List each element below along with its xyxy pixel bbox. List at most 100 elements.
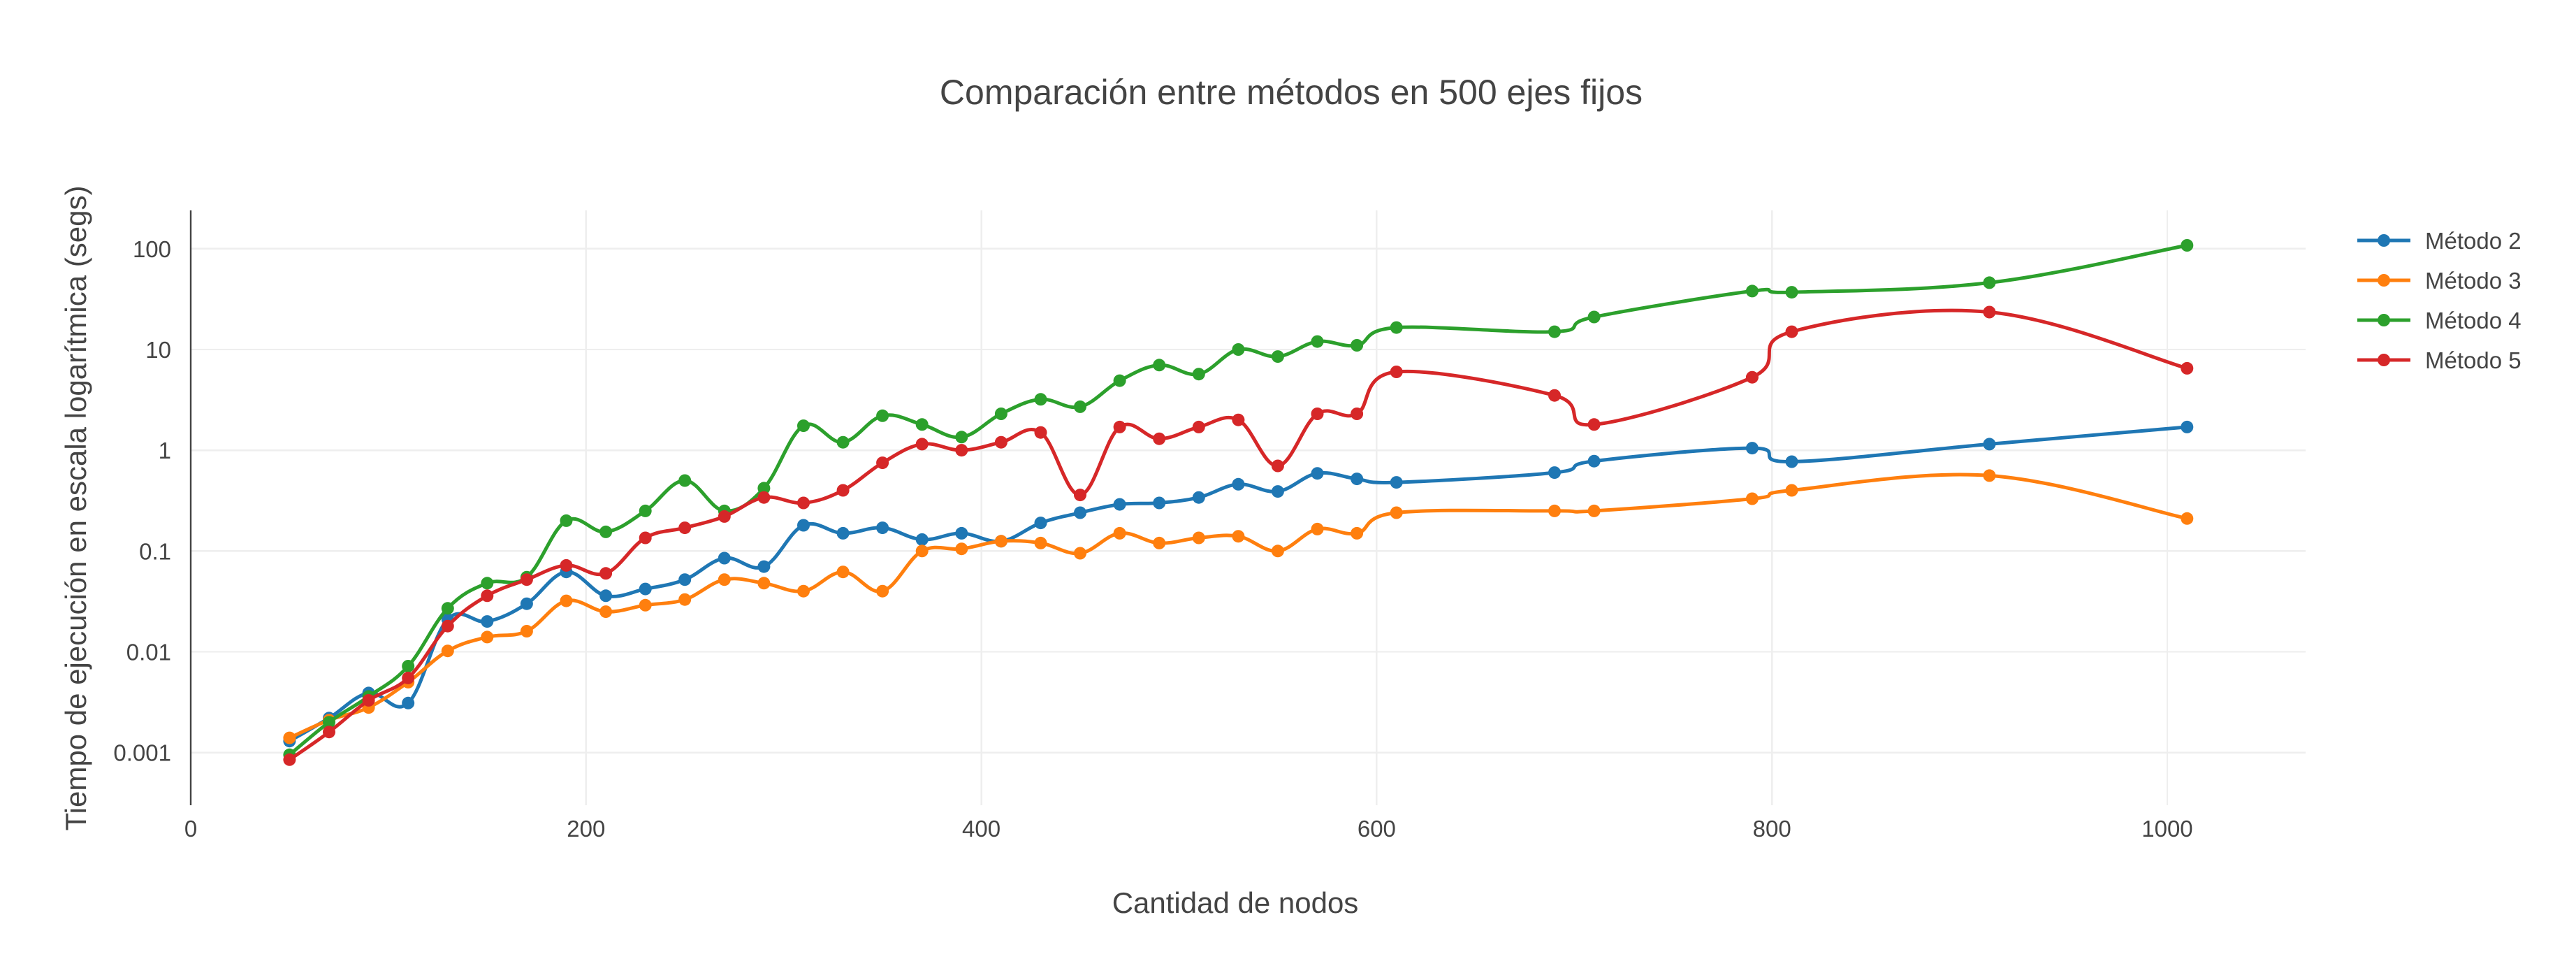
x-tick-label: 400 xyxy=(962,816,1000,842)
x-tick-label: 800 xyxy=(1753,816,1791,842)
data-point xyxy=(1153,496,1166,510)
data-point xyxy=(1192,491,1205,504)
data-point xyxy=(1587,418,1601,431)
data-point xyxy=(1271,350,1284,363)
series-2 xyxy=(283,469,2194,744)
legend-label: Método 3 xyxy=(2425,268,2522,294)
data-point xyxy=(757,482,771,495)
data-point xyxy=(441,602,454,615)
data-point xyxy=(2181,361,2194,375)
data-point xyxy=(955,444,968,457)
x-tick-label: 600 xyxy=(1358,816,1396,842)
data-point xyxy=(1587,504,1601,517)
data-point xyxy=(1745,442,1759,455)
y-tick-label: 10 xyxy=(145,337,171,363)
data-point xyxy=(402,696,415,709)
data-point xyxy=(915,545,929,558)
data-point xyxy=(599,605,613,619)
data-point xyxy=(1074,400,1086,413)
data-point xyxy=(678,573,692,586)
x-tick-labels: 0 200 400 600 800 1000 xyxy=(184,816,2193,842)
legend-label: Método 4 xyxy=(2425,308,2522,333)
data-point xyxy=(1113,498,1126,511)
legend-item: Método 5 xyxy=(2357,347,2522,373)
data-point xyxy=(836,484,850,497)
data-point xyxy=(560,558,573,572)
data-point xyxy=(1390,506,1403,519)
legend-item: Método 2 xyxy=(2357,228,2522,254)
data-point xyxy=(1351,526,1364,540)
data-point xyxy=(1351,339,1364,352)
data-point xyxy=(1311,408,1324,420)
data-point xyxy=(797,496,810,510)
data-point xyxy=(520,597,533,610)
data-point xyxy=(481,615,494,628)
y-axis-title: Tiempo de ejecución en escala logarítmic… xyxy=(59,186,92,831)
data-point xyxy=(599,525,613,538)
data-point xyxy=(1785,325,1798,338)
data-point xyxy=(560,514,573,527)
series-4 xyxy=(283,305,2194,766)
data-point xyxy=(836,565,850,579)
data-point xyxy=(1232,530,1245,543)
data-point xyxy=(1153,536,1166,549)
data-point xyxy=(520,625,533,637)
data-point xyxy=(2181,239,2194,252)
data-point xyxy=(955,542,968,556)
x-tick-label: 200 xyxy=(567,816,605,842)
chart-title: Comparación entre métodos en 500 ejes fi… xyxy=(940,73,1643,112)
data-point xyxy=(1983,276,1996,289)
data-point xyxy=(560,594,573,607)
data-point xyxy=(599,589,613,603)
data-point xyxy=(639,598,652,612)
data-point xyxy=(1548,325,1561,338)
data-point xyxy=(757,577,771,590)
data-point xyxy=(1034,393,1047,406)
data-point xyxy=(797,519,810,532)
data-point xyxy=(283,731,296,744)
data-point xyxy=(718,510,731,523)
data-point xyxy=(1232,413,1245,426)
legend-swatch-marker xyxy=(2378,234,2390,247)
data-point xyxy=(441,644,454,658)
data-point xyxy=(639,582,652,596)
data-point xyxy=(402,660,415,672)
data-point xyxy=(639,504,652,517)
data-point xyxy=(1785,286,1798,299)
data-point xyxy=(1232,343,1245,356)
series-layer xyxy=(283,239,2194,766)
data-point xyxy=(718,552,731,565)
data-point xyxy=(1271,545,1284,558)
data-point xyxy=(481,630,494,644)
data-point xyxy=(1192,531,1205,545)
data-point xyxy=(876,521,889,535)
y-tick-label: 0.001 xyxy=(113,740,171,766)
data-point xyxy=(1074,489,1086,502)
data-point xyxy=(1983,469,1996,482)
data-point xyxy=(1034,517,1047,530)
data-point xyxy=(1745,492,1759,505)
legend-label: Método 5 xyxy=(2425,347,2522,373)
data-point xyxy=(639,531,652,545)
data-point xyxy=(1390,366,1403,378)
y-tick-labels: 0.001 0.01 0.1 1 10 100 xyxy=(113,236,171,766)
data-point xyxy=(836,526,850,540)
data-point xyxy=(1232,477,1245,491)
data-point xyxy=(402,671,415,684)
data-point xyxy=(1587,310,1601,324)
data-point xyxy=(283,753,296,766)
data-point xyxy=(994,435,1007,449)
data-point xyxy=(915,533,929,546)
data-point xyxy=(1311,335,1324,348)
y-tick-label: 0.01 xyxy=(126,639,171,665)
y-tick-label: 100 xyxy=(133,236,171,262)
data-point xyxy=(2181,420,2194,433)
legend-item: Método 4 xyxy=(2357,308,2522,333)
data-point xyxy=(1034,536,1047,549)
data-point xyxy=(1785,484,1798,497)
data-point xyxy=(1153,432,1166,445)
data-point xyxy=(876,456,889,470)
data-point xyxy=(481,589,494,603)
y-tick-label: 1 xyxy=(159,438,171,463)
data-point xyxy=(797,584,810,598)
